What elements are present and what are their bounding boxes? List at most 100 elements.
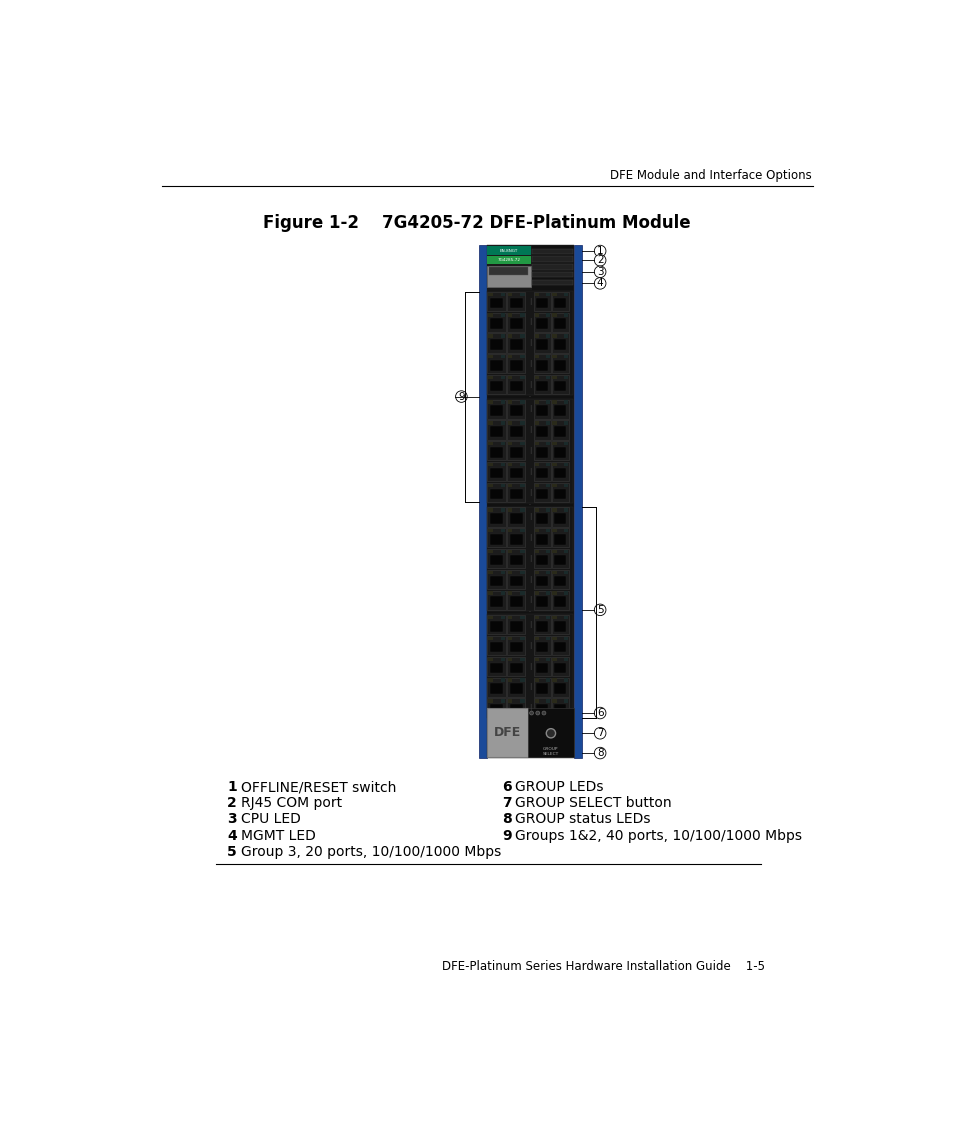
Bar bbox=[551, 420, 568, 440]
Bar bbox=[488, 509, 493, 512]
Bar bbox=[545, 335, 550, 338]
Bar bbox=[507, 442, 512, 446]
Bar bbox=[536, 298, 548, 308]
Bar bbox=[552, 570, 557, 574]
Bar bbox=[509, 427, 522, 437]
Bar bbox=[487, 354, 505, 374]
Bar bbox=[488, 421, 493, 424]
Bar bbox=[551, 677, 568, 697]
Bar bbox=[534, 658, 538, 661]
Bar bbox=[545, 570, 550, 574]
Bar bbox=[506, 528, 525, 548]
Bar bbox=[551, 591, 568, 610]
Bar bbox=[519, 570, 524, 574]
Bar bbox=[534, 442, 538, 446]
Bar bbox=[536, 621, 548, 631]
Bar bbox=[545, 421, 550, 424]
Bar bbox=[487, 420, 505, 440]
Bar bbox=[552, 376, 557, 380]
Circle shape bbox=[594, 604, 605, 615]
Bar bbox=[519, 592, 524, 595]
Bar bbox=[509, 381, 522, 391]
Circle shape bbox=[456, 391, 467, 402]
Bar bbox=[487, 334, 505, 353]
Text: Groups 1&2, 40 ports, 10/100/1000 Mbps: Groups 1&2, 40 ports, 10/100/1000 Mbps bbox=[515, 829, 801, 842]
Bar bbox=[487, 291, 573, 395]
Circle shape bbox=[529, 711, 533, 715]
Bar bbox=[487, 677, 505, 697]
Bar bbox=[534, 335, 538, 338]
Bar bbox=[487, 462, 505, 482]
Bar bbox=[507, 376, 512, 380]
Text: MGMT LED: MGMT LED bbox=[241, 829, 315, 842]
Bar bbox=[534, 484, 538, 487]
Bar bbox=[532, 248, 573, 254]
Bar bbox=[532, 272, 573, 277]
Bar bbox=[552, 658, 557, 661]
Bar bbox=[506, 420, 525, 440]
Bar bbox=[506, 699, 525, 718]
Bar bbox=[554, 642, 565, 652]
Text: 5: 5 bbox=[597, 605, 603, 615]
Bar bbox=[500, 570, 505, 574]
Text: CPU LED: CPU LED bbox=[241, 812, 300, 827]
Bar bbox=[545, 376, 550, 380]
Bar bbox=[545, 658, 550, 661]
Bar bbox=[507, 421, 512, 424]
Bar bbox=[551, 312, 568, 332]
Bar bbox=[552, 484, 557, 487]
Bar bbox=[490, 360, 502, 371]
Bar bbox=[506, 615, 525, 634]
Bar bbox=[509, 468, 522, 478]
Bar bbox=[509, 684, 522, 694]
Text: |: | bbox=[528, 468, 531, 475]
Bar bbox=[507, 484, 512, 487]
Bar bbox=[536, 489, 548, 499]
Bar bbox=[554, 596, 565, 606]
Circle shape bbox=[546, 729, 555, 738]
Bar bbox=[545, 678, 550, 682]
Bar bbox=[487, 614, 573, 719]
Bar bbox=[536, 339, 548, 349]
Bar bbox=[552, 293, 557, 296]
Text: 4: 4 bbox=[597, 279, 603, 289]
Bar bbox=[490, 298, 502, 308]
Bar bbox=[506, 354, 525, 374]
Bar bbox=[534, 569, 550, 590]
Bar bbox=[519, 484, 524, 487]
Bar bbox=[536, 596, 548, 606]
Bar bbox=[534, 550, 538, 554]
Bar bbox=[507, 509, 512, 512]
Bar bbox=[487, 256, 530, 264]
Bar bbox=[488, 267, 528, 275]
Text: |: | bbox=[528, 576, 531, 583]
Bar bbox=[509, 704, 522, 714]
Circle shape bbox=[594, 707, 605, 719]
Bar bbox=[506, 508, 525, 527]
Bar bbox=[563, 293, 568, 296]
Bar bbox=[554, 339, 565, 349]
Bar bbox=[487, 591, 505, 610]
Text: 7G4285-72: 7G4285-72 bbox=[497, 258, 520, 262]
Circle shape bbox=[594, 277, 605, 289]
Bar bbox=[500, 617, 505, 620]
Bar bbox=[545, 463, 550, 466]
Bar bbox=[563, 700, 568, 703]
Bar bbox=[574, 245, 581, 758]
Bar bbox=[488, 313, 493, 317]
Bar bbox=[554, 535, 565, 545]
Bar bbox=[506, 334, 525, 353]
Bar bbox=[563, 376, 568, 380]
Bar bbox=[554, 360, 565, 371]
Bar bbox=[488, 335, 493, 338]
Text: |: | bbox=[528, 663, 531, 669]
Bar bbox=[487, 266, 530, 287]
Bar bbox=[488, 376, 493, 380]
Bar bbox=[551, 549, 568, 568]
Bar bbox=[552, 550, 557, 554]
Text: |: | bbox=[528, 555, 531, 562]
Bar bbox=[563, 658, 568, 661]
Bar bbox=[554, 684, 565, 694]
Text: -: - bbox=[529, 394, 531, 399]
Bar bbox=[551, 375, 568, 394]
